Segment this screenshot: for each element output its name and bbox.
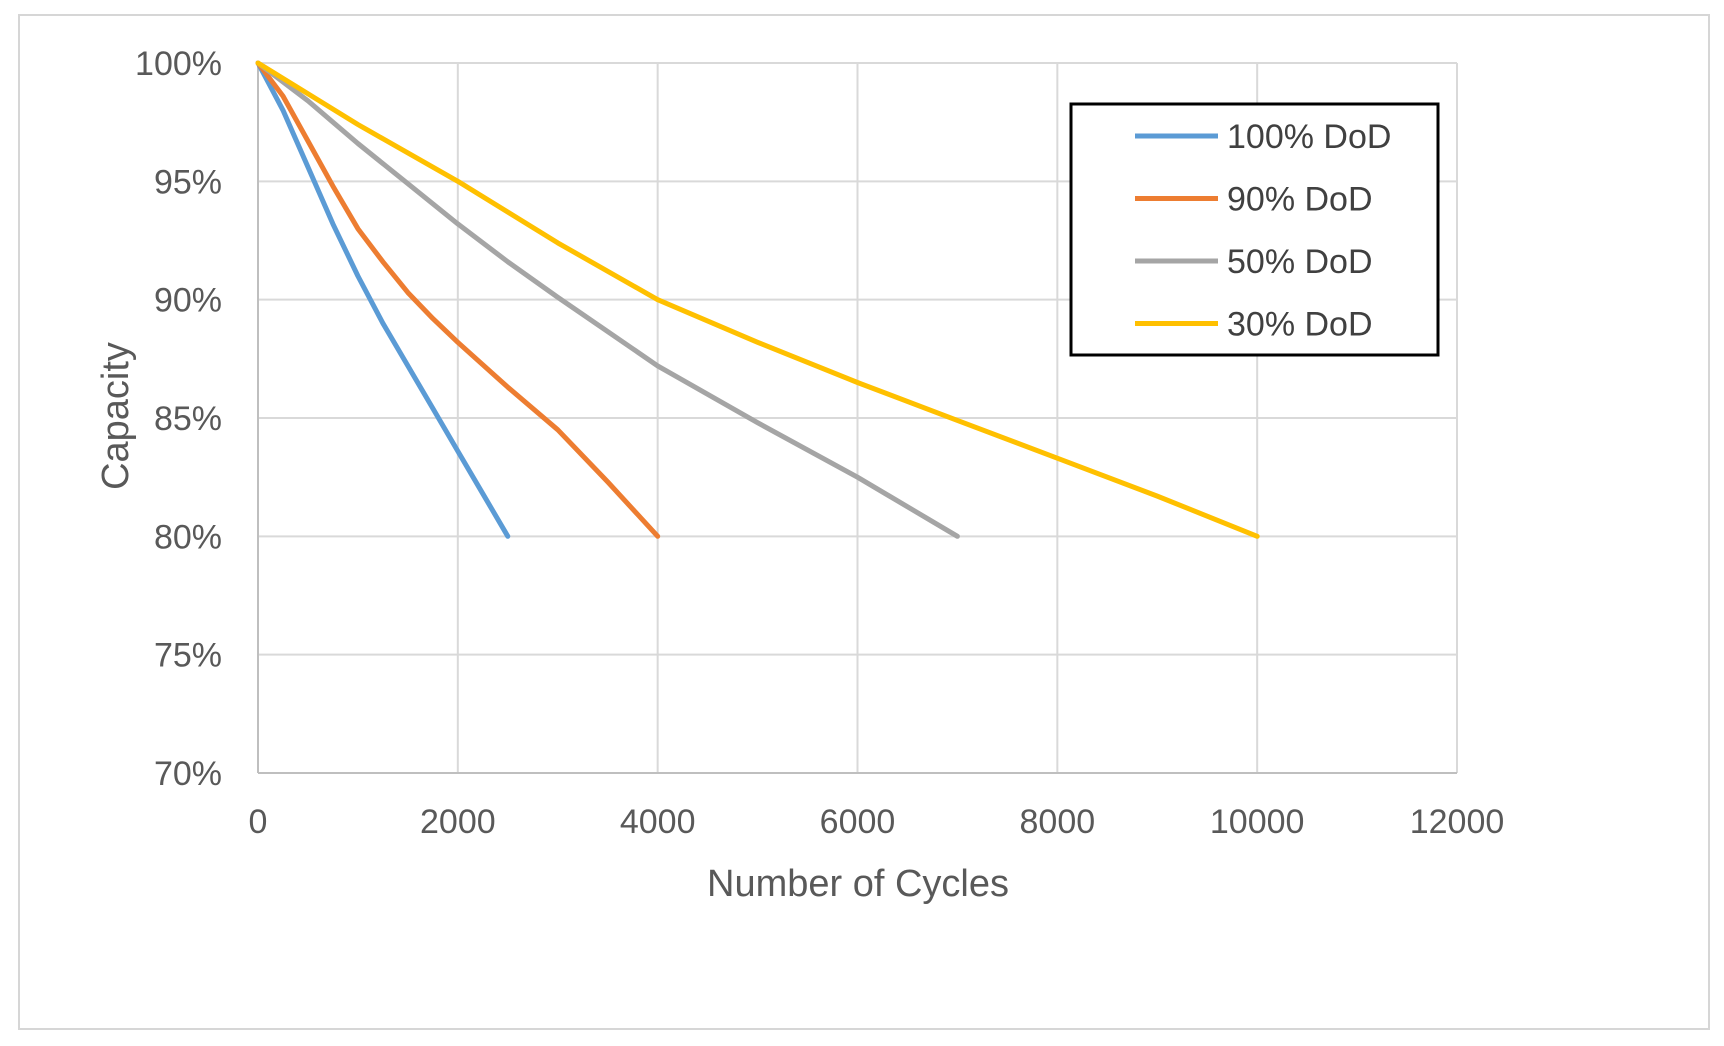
y-tick-label: 100% <box>135 45 222 83</box>
y-tick-label: 85% <box>154 400 222 438</box>
series-line <box>255 60 1260 539</box>
chart-container: 70% 75% 80% 85% 90% 95% 100% 0 2000 4000 6000 8000 1… <box>18 14 1710 1030</box>
x-tick-label: 2000 <box>420 803 496 841</box>
legend-label: 50% DoD <box>1227 243 1373 281</box>
legend-label: 30% DoD <box>1227 306 1373 344</box>
y-tick-label: 75% <box>154 637 222 675</box>
x-axis-title: Number of Cycles <box>707 863 1009 905</box>
tick-labels: 70% 75% 80% 85% 90% 95% 100% 0 2000 4000 6000 8000 1… <box>135 45 1504 841</box>
axes <box>257 63 1457 774</box>
series-lines <box>255 60 1260 539</box>
line-chart: 70% 75% 80% 85% 90% 95% 100% 0 2000 4000 6000 8000 1… <box>95 45 1504 905</box>
y-axis-title: Capacity <box>95 342 137 490</box>
series-line <box>255 60 511 539</box>
series-line <box>255 60 661 539</box>
legend-box <box>1069 102 1440 357</box>
legend: 100% DoD 90% DoD 50% DoD 30% DoD <box>1069 102 1440 357</box>
y-tick-label: 95% <box>154 163 222 201</box>
legend-label: 100% DoD <box>1227 118 1391 156</box>
x-tick-label: 8000 <box>1020 803 1096 841</box>
x-tick-label: 12000 <box>1410 803 1505 841</box>
y-tick-label: 80% <box>154 518 222 556</box>
x-tick-label: 6000 <box>820 803 896 841</box>
y-tick-label: 70% <box>154 755 222 793</box>
x-tick-label: 10000 <box>1210 803 1305 841</box>
x-tick-label: 0 <box>249 803 268 841</box>
y-tick-label: 90% <box>154 282 222 320</box>
series-line <box>255 60 960 539</box>
x-tick-label: 4000 <box>620 803 696 841</box>
legend-label: 90% DoD <box>1227 181 1373 219</box>
